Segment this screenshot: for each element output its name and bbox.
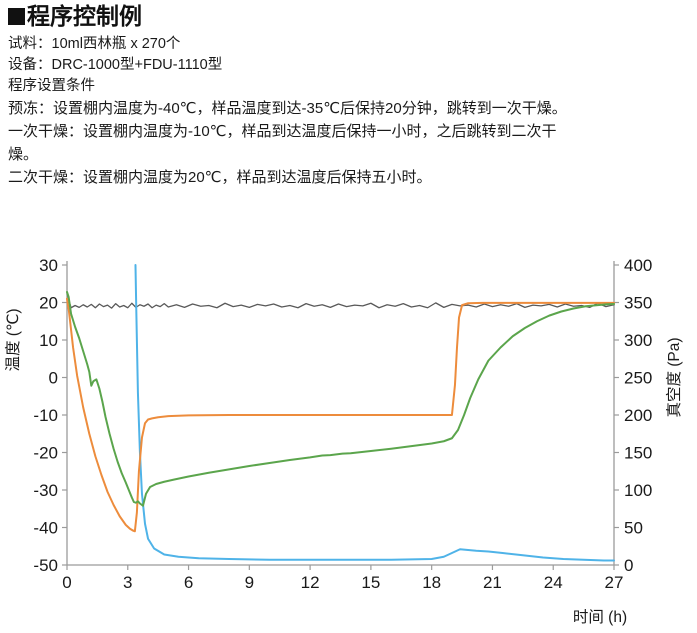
y2-tick-label: 100 [624, 481, 652, 500]
y2-tick-label: 200 [624, 406, 652, 425]
y-tick-label: -40 [33, 519, 58, 538]
left-bottom-axis [66, 261, 614, 566]
condition-prefreeze: 预冻：设置棚内温度为-40℃，样品温度到达-35℃后保持20分钟，跳转到一次干燥… [8, 100, 567, 117]
page-title: 程序控制例 [27, 3, 142, 29]
y-tick-label: -10 [33, 406, 58, 425]
x-tick-label: 3 [123, 573, 132, 592]
meta-line-equipment: 设备：DRC-1000型+FDU-1110型 [8, 57, 223, 73]
header-block: 程序控制例 试料：10ml西林瓶 x 270个 设备：DRC-1000型+FDU… [0, 0, 697, 189]
x-tick-label: 0 [62, 573, 71, 592]
y2-axis-title: 真空度 (Pa) [665, 337, 683, 417]
x-tick-label: 21 [483, 573, 502, 592]
x-tick-label: 6 [184, 573, 193, 592]
y2-tick-label: 50 [624, 519, 643, 538]
meta-line-sample: 试料：10ml西林瓶 x 270个 [8, 36, 181, 52]
y2-tick-label: 250 [624, 369, 652, 388]
y-tick-label: -30 [33, 481, 58, 500]
y-tick-label: -50 [33, 556, 58, 575]
x-tick-label: 9 [245, 573, 254, 592]
y2-tick-label: 150 [624, 444, 652, 463]
x-tick-label: 12 [301, 573, 320, 592]
x-tick-label: 18 [422, 573, 441, 592]
condition-primary-drying: 一次干燥：设置棚内温度为-10℃，样品到达温度后保持一小时，之后跳转到二次干 [8, 123, 557, 140]
y2-tick-label: 400 [624, 256, 652, 275]
page-title-row: 程序控制例 [8, 4, 689, 28]
freeze-drying-chart: -50-40-30-20-100102030050100150200250300… [4, 256, 683, 626]
x-axis-title: 时间 (h) [573, 608, 627, 626]
y2-tick-label: 300 [624, 331, 652, 350]
y-axis-title: 温度 (℃) [4, 308, 22, 371]
series-line-仓内温度 [66, 297, 615, 533]
x-tick-label: 24 [544, 573, 563, 592]
y-tick-label: 10 [39, 331, 58, 350]
chart-container: -50 -40 -30 -20 -10 0 10 20 30 0 50 100 150 200 250 300… [0, 243, 697, 633]
series-line-室温 [66, 292, 615, 309]
y2-tick-label: 0 [624, 556, 633, 575]
condition-secondary-drying: 二次干燥：设置棚内温度为20℃，样品到达温度后保持五小时。 [8, 169, 432, 186]
y-tick-label: 20 [39, 294, 58, 313]
square-bullet-icon [8, 7, 25, 25]
y2-tick-label: 350 [624, 294, 652, 313]
condition-primary-drying-cont: 燥。 [8, 146, 39, 163]
series-line-样品温度 [66, 291, 615, 507]
x-tick-label: 27 [605, 573, 624, 592]
series-line-真空度 [134, 264, 615, 562]
y-tick-label: 30 [39, 256, 58, 275]
meta-line-program-heading: 程序设置条件 [8, 78, 95, 94]
y-tick-label: 0 [49, 369, 58, 388]
y-tick-label: -20 [33, 444, 58, 463]
x-tick-label: 15 [361, 573, 380, 592]
